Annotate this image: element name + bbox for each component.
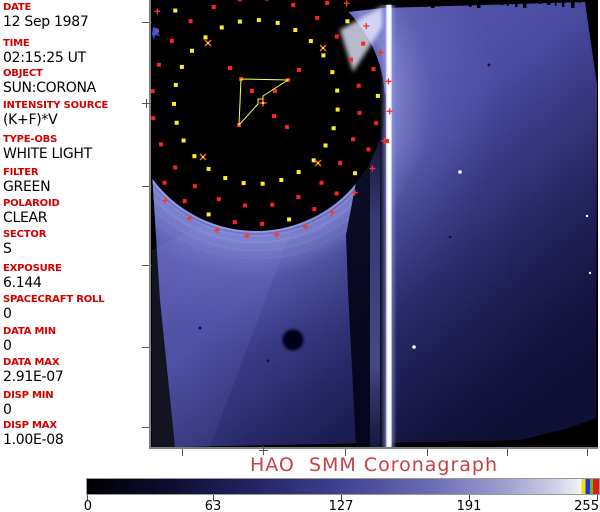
page-title: HAO SMM Coronagraph [249,454,499,476]
field-value-intensity-source: (K+F)*V [3,112,58,128]
blue-artifact-glyph [152,27,160,40]
frame-tick-left [142,186,149,187]
occulting-disk [150,0,385,231]
colorbar-tick [597,495,598,501]
limb-plus-ring [154,0,393,239]
colorbar-tick [213,495,214,501]
field-label-disp-min: DISP MIN [3,390,54,401]
x-fiducial-markers [199,39,327,167]
image-artifacts [198,63,491,363]
colorbar-label-255: 255 [574,499,599,512]
field-value-exposure: 6.144 [3,275,42,291]
frame-tick-left [142,265,149,266]
frame-tick-bottom [427,449,428,456]
frame-tick-bottom [587,449,588,456]
frame-tick-bottom [507,449,508,456]
field-value-data-min: 0 [3,338,12,354]
field-label-data-max: DATA MAX [3,357,60,368]
region-outline-polygon [238,78,290,127]
field-value-disp-min: 0 [3,402,12,418]
field-value-type-obs: WHITE LIGHT [3,146,92,162]
frame-left-border [149,0,151,449]
frame-tick-bottom [182,449,183,456]
secondary-streak [370,120,380,447]
field-value-time: 02:15:25 UT [3,50,86,66]
field-value-data-max: 2.91E-07 [3,369,64,385]
frame-bottom-border [149,447,598,449]
field-label-sector: SECTOR [3,229,47,240]
field-label-intensity-source: INTENSITY SOURCE [3,100,109,111]
field-label-data-min: DATA MIN [3,326,56,337]
field-label-object: OBJECT [3,68,43,79]
colorbar-tick [341,495,342,501]
inner-yellow-ring [172,18,340,186]
mid-red-ring [150,0,362,208]
frame-tick-left [142,22,149,23]
metadata-sidebar: DATE 12 Sep 1987 TIME 02:15:25 UT OBJECT SUN:… [0,0,149,448]
field-value-spacecraft-roll: 0 [3,306,12,322]
intensity-colorbar [86,478,600,495]
pylon-top-glint [340,6,383,72]
field-value-sector: S [3,241,12,257]
field-label-disp-max: DISP MAX [3,420,57,431]
coronagraph-image-canvas[interactable] [150,0,598,448]
occulter-pylon-streak [380,5,397,447]
sun-center-cross-bottom [259,446,268,455]
colorbar-label-127: 127 [328,499,354,512]
colorbar-label-191: 191 [456,499,482,512]
field-label-date: DATE [3,2,32,13]
field-value-polaroid: CLEAR [3,210,48,226]
field-label-spacecraft-roll: SPACECRAFT ROLL [3,294,105,305]
colorbar-tick [87,495,88,501]
field-value-filter: GREEN [3,179,51,195]
field-label-filter: FILTER [3,167,39,178]
field-label-type-obs: TYPE-OBS [3,134,58,145]
sun-center-cross-left [142,99,151,108]
colorbar-label-63: 63 [204,499,222,512]
calibration-overlay [150,0,592,349]
star-dots [412,170,592,349]
field-value-object: SUN:CORONA [3,80,96,96]
field-label-time: TIME [3,38,30,49]
top-edge-dropout-marks [393,0,597,8]
field-value-date: 12 Sep 1987 [3,14,89,30]
frame-tick-bottom [345,449,346,456]
field-value-disp-max: 1.00E-08 [3,432,64,448]
frame-tick-left [142,347,149,348]
field-label-exposure: EXPOSURE [3,263,62,274]
field-label-polaroid: POLAROID [3,198,60,209]
coronagraph-image [150,0,598,448]
colorbar-tick [469,495,470,501]
colorbar-label-0: 0 [83,499,92,512]
frame-tick-left [142,427,149,428]
